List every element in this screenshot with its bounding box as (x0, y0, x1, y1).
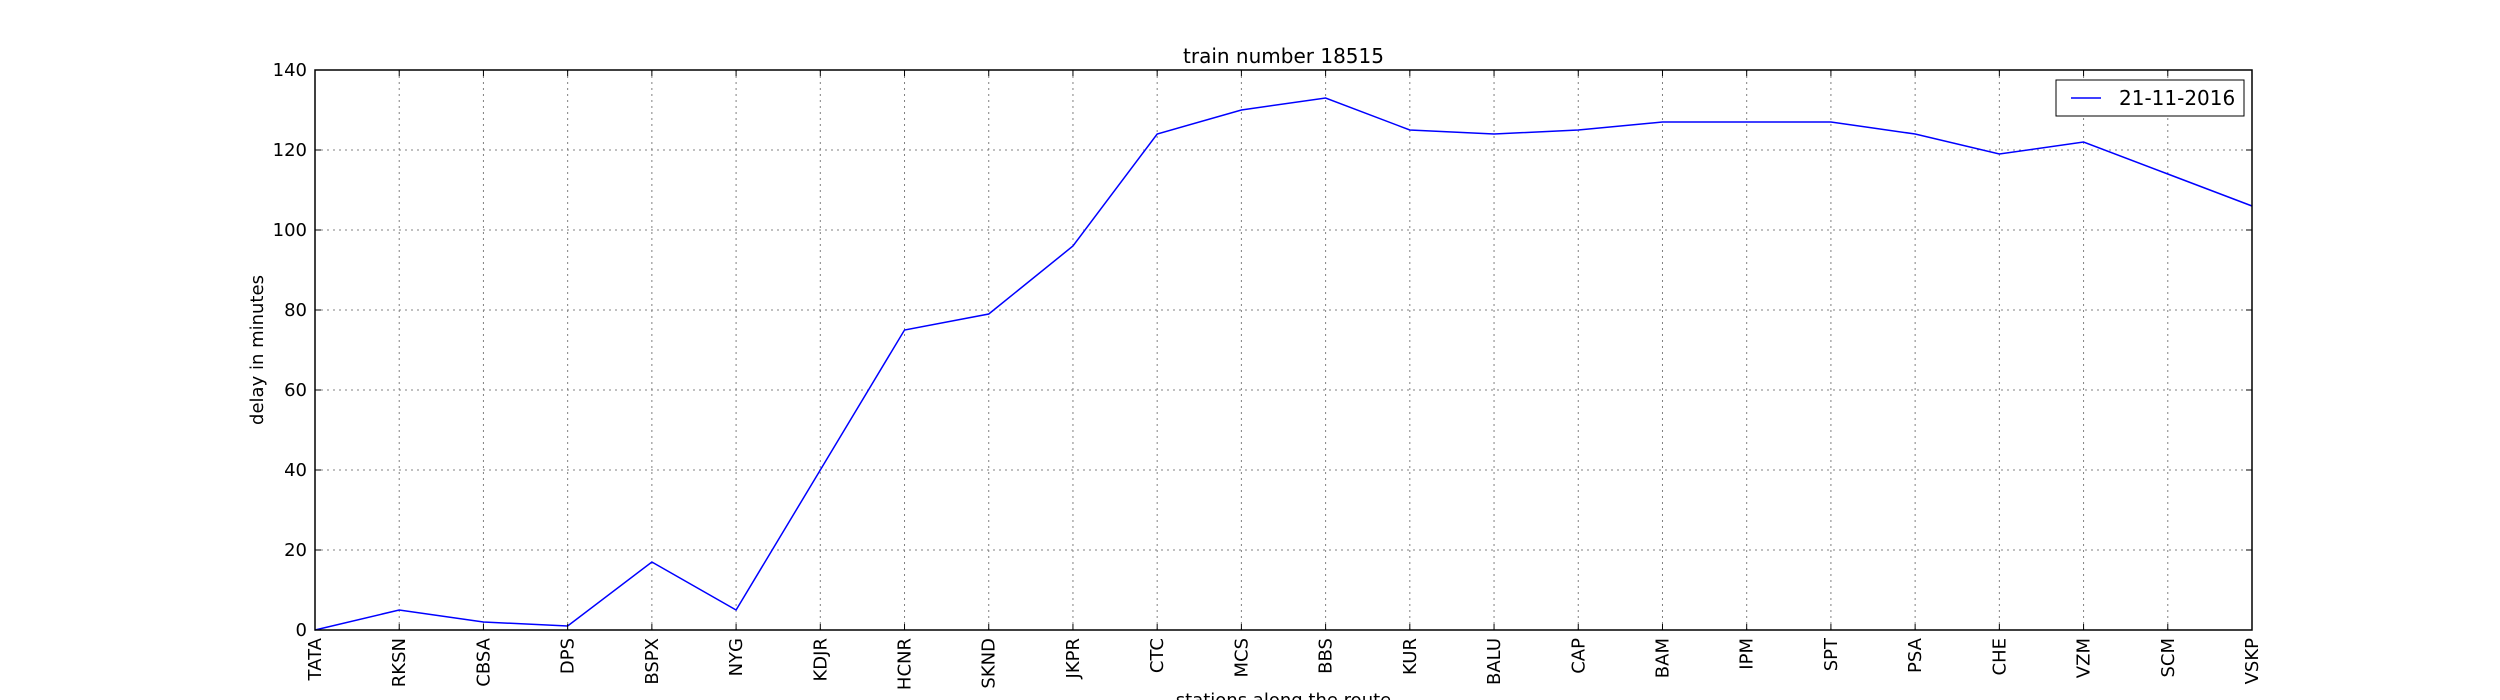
x-tick-label: CTC (1147, 638, 1168, 673)
y-tick-label: 100 (273, 220, 307, 241)
data-point (2166, 172, 2170, 176)
data-point (1155, 132, 1159, 136)
x-tick-label: HCNR (895, 638, 916, 690)
y-axis-ticks: 0 20 40 60 80 100 120 140 (273, 60, 2252, 641)
data-point (734, 608, 738, 612)
x-tick-label: BBS (1316, 638, 1337, 674)
y-tick-label: 80 (284, 300, 307, 321)
data-point (650, 560, 654, 564)
data-point (1576, 128, 1580, 132)
data-point (1408, 128, 1412, 132)
x-tick-label: RKSN (389, 638, 410, 687)
data-point (1071, 244, 1075, 248)
legend: 21-11-2016 (2055, 79, 2245, 117)
x-tick-label: DPS (558, 638, 579, 674)
legend-label: 21-11-2016 (2119, 86, 2235, 110)
series-line (314, 97, 2253, 631)
plot-area-frame (314, 69, 2253, 631)
x-tick-label: KDJR (810, 638, 831, 681)
chart-title: train number 18515 (1183, 44, 1384, 68)
y-axis-label: delay in minutes (247, 275, 268, 425)
x-axis-label: stations along the route (1176, 690, 1391, 700)
x-tick-label: SKND (979, 638, 1000, 689)
x-tick-label: NYG (726, 638, 747, 676)
x-tick-label: VZM (2074, 638, 2095, 678)
y-tick-label: 0 (296, 620, 307, 641)
data-point (1239, 108, 1243, 112)
data-point (903, 328, 907, 332)
x-tick-label: CHE (1989, 638, 2010, 675)
x-tick-label: VSKP (2242, 638, 2263, 685)
y-tick-label: 120 (273, 140, 307, 161)
x-tick-label: KUR (1400, 638, 1421, 675)
data-point (987, 312, 991, 316)
data-point (1829, 120, 1833, 124)
x-tick-label: SPT (1821, 637, 1842, 671)
data-point (1660, 120, 1664, 124)
series-lines (314, 96, 2253, 631)
x-tick-label: BALU (1484, 638, 1505, 685)
x-tick-label: PSA (1905, 637, 1926, 673)
y-tick-label: 40 (284, 460, 307, 481)
x-tick-label: SCM (2158, 638, 2179, 678)
data-point (1997, 152, 2001, 156)
x-tick-label: CAP (1568, 638, 1589, 674)
data-point (1324, 96, 1328, 100)
data-point (1492, 132, 1496, 136)
x-tick-label: BAM (1652, 638, 1673, 678)
data-point (1745, 120, 1749, 124)
x-tick-label: JKPR (1063, 638, 1084, 679)
data-point (818, 468, 822, 472)
x-axis-ticks: TATA RKSN CBSA DPS BSPX NYG KDJR HCNR SKND JKPR CT… (305, 70, 2263, 690)
x-tick-label: TATA (305, 637, 326, 681)
y-tick-label: 60 (284, 380, 307, 401)
grid-lines (315, 70, 2252, 630)
data-point (397, 608, 401, 612)
data-point (481, 620, 485, 624)
data-point (2082, 140, 2086, 144)
x-tick-label: CBSA (473, 637, 494, 686)
y-tick-label: 20 (284, 540, 307, 561)
x-tick-label: IPM (1737, 638, 1758, 670)
x-tick-label: BSPX (642, 638, 663, 685)
y-tick-label: 140 (273, 60, 307, 81)
x-tick-label: MCS (1231, 638, 1252, 678)
data-point (1913, 132, 1917, 136)
